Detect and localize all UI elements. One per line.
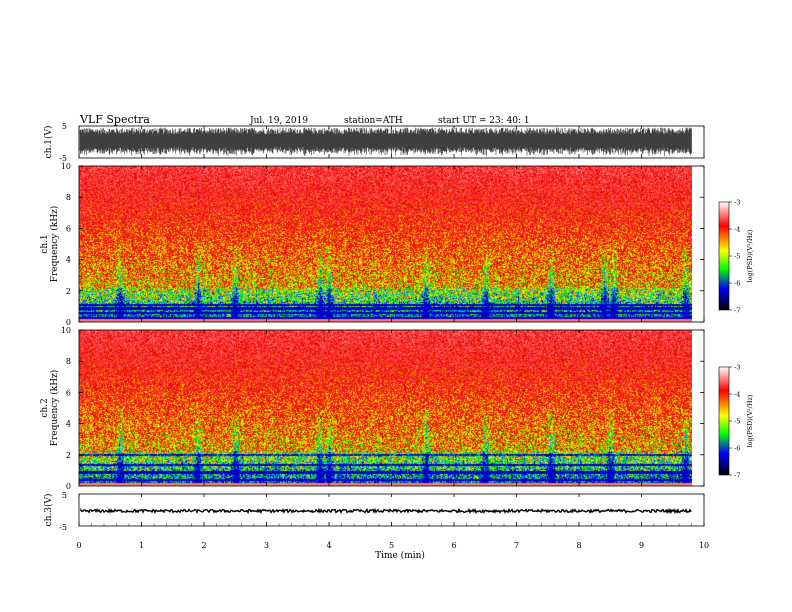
ch1-colorbar-tick-label: -4	[734, 226, 740, 234]
station-label: station=ATH	[344, 116, 403, 126]
ch3-ytick-top: 5	[62, 491, 67, 500]
ch1-spectrogram-ylabel-line2: Frequency (kHz)	[49, 206, 60, 283]
ch2-colorbar: -3 -4 -5 -6 -7 log(PSD)(V²/Hz)	[718, 364, 754, 480]
ch1-spec-ytick-label: 8	[66, 193, 71, 202]
ch2-spectrogram-yticks: 0 2 4 6 8 10	[61, 326, 704, 491]
ch1-waveform-ylabel: ch.1(V)	[43, 126, 54, 159]
ch2-colorbar-ticks: -3 -4 -5 -6 -7	[729, 364, 740, 480]
time-tick-label: 0	[76, 541, 81, 550]
time-axis: 0 1 2 3 4 5 6 7 8 9 10	[76, 126, 709, 550]
start-time-label: start UT = 23: 40: 1	[438, 116, 530, 126]
ch1-spec-ytick-label: 10	[61, 162, 71, 171]
time-tick-label: 5	[389, 541, 394, 550]
ch1-spec-ytick-label: 6	[66, 224, 71, 233]
ch2-colorbar-label: log(PSD)(V²/Hz)	[746, 394, 754, 447]
ch3-waveform-line	[80, 507, 692, 515]
ch2-colorbar-tick-label: -4	[734, 391, 740, 399]
ch1-spectrogram-panel: 0 2 4 6 8 10 ch.1 Frequency (kHz)	[40, 162, 705, 327]
ch1-spectrogram-ylabel-line1: ch.1	[40, 234, 50, 253]
ch2-spec-ytick-label: 6	[66, 388, 71, 397]
ch2-spectrogram-ylabel-line2: Frequency (kHz)	[49, 370, 60, 447]
time-tick-label: 7	[514, 541, 519, 550]
time-tick-label: 2	[201, 541, 206, 550]
time-tick-label: 10	[699, 541, 709, 550]
figure-title: VLF Spectra	[79, 113, 150, 126]
time-tick-label: 8	[576, 541, 581, 550]
ch1-spec-ytick-label: 0	[66, 318, 71, 327]
ch1-colorbar-label: log(PSD)(V²/Hz)	[746, 229, 754, 282]
ch2-spectrogram-panel: 0 2 4 6 8 10 ch.2 Frequency (kHz)	[40, 326, 705, 491]
ch2-colorbar-tick-label: -3	[734, 364, 740, 372]
time-axis-label: Time (min)	[375, 550, 425, 561]
ch1-waveform-panel: 5 -5 ch.1(V)	[43, 122, 705, 163]
ch1-spec-ytick-label: 2	[66, 287, 71, 296]
ch3-waveform-panel: 5 -5 ch.3(V)	[43, 491, 705, 532]
ch2-spec-ytick-label: 0	[66, 482, 71, 491]
ch1-spectrogram-image	[79, 166, 692, 322]
ch1-ytick-top: 5	[62, 122, 67, 131]
ch3-waveform-trace	[80, 507, 692, 515]
ch2-spectrogram-image	[79, 330, 692, 486]
ch2-colorbar-gradient	[718, 366, 730, 476]
time-tick-label: 1	[139, 541, 144, 550]
ch1-colorbar-gradient	[718, 201, 730, 311]
ch2-spec-ytick-label: 10	[61, 326, 71, 335]
time-tick-label: 3	[264, 541, 269, 550]
time-tick-label: 9	[639, 541, 644, 550]
ch1-colorbar-tick-label: -3	[734, 199, 740, 207]
time-tick-label: 4	[326, 541, 331, 550]
ch1-colorbar-tick-label: -7	[734, 307, 740, 315]
ch1-colorbar-tick-label: -5	[734, 253, 740, 261]
ch1-spectrogram-yticks: 0 2 4 6 8 10	[61, 162, 704, 327]
ch2-colorbar-tick-label: -6	[734, 445, 740, 453]
ch1-colorbar-tick-label: -6	[734, 280, 740, 288]
ch2-spec-ytick-label: 8	[66, 357, 71, 366]
ch1-waveform-trace	[79, 127, 692, 157]
ch2-spectrogram-ylabel-line1: ch.2	[40, 398, 50, 417]
date-label: Jul. 19, 2019	[249, 116, 308, 126]
ch1-waveform-line	[79, 127, 692, 157]
ch2-colorbar-tick-label: -7	[734, 472, 740, 480]
ch3-ytick-bottom: -5	[59, 523, 67, 532]
ch3-waveform-ylabel: ch.3(V)	[43, 494, 54, 527]
ch1-ytick-bottom: -5	[59, 154, 67, 163]
ch2-spec-ytick-label: 4	[66, 420, 71, 429]
ch2-spec-ytick-label: 2	[66, 451, 71, 460]
ch1-colorbar-ticks: -3 -4 -5 -6 -7	[729, 199, 740, 315]
time-tick-label: 6	[451, 541, 456, 550]
ch2-colorbar-tick-label: -5	[734, 418, 740, 426]
ch1-spec-ytick-label: 4	[66, 256, 71, 265]
ch1-colorbar: -3 -4 -5 -6 -7 log(PSD)(V²/Hz)	[718, 199, 754, 315]
